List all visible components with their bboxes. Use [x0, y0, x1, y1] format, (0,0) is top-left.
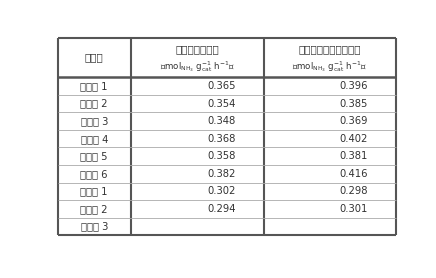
- Text: （mol$_{\mathregular{NH_3}}$ g$_{\mathregular{cat}}^{\mathregular{-1}}$ h$^{\math: （mol$_{\mathregular{NH_3}}$ g$_{\mathreg…: [160, 59, 235, 74]
- Text: 0.358: 0.358: [207, 151, 235, 161]
- Text: 0.382: 0.382: [207, 169, 235, 179]
- Text: （mol$_{\mathregular{NH_3}}$ g$_{\mathregular{cat}}^{\mathregular{-1}}$ h$^{\math: （mol$_{\mathregular{NH_3}}$ g$_{\mathreg…: [293, 59, 367, 74]
- Text: 0.385: 0.385: [339, 99, 368, 109]
- Text: 0.396: 0.396: [339, 81, 368, 91]
- Text: 0.402: 0.402: [339, 134, 368, 144]
- Text: 实施例 3: 实施例 3: [81, 116, 108, 126]
- Text: 0.348: 0.348: [207, 116, 235, 126]
- Text: 实施例 2: 实施例 2: [81, 99, 108, 109]
- Text: 0.381: 0.381: [339, 151, 368, 161]
- Text: 实施例 5: 实施例 5: [81, 151, 108, 161]
- Text: 对比例 1: 对比例 1: [81, 186, 108, 196]
- Text: 对比例 2: 对比例 2: [81, 204, 108, 214]
- Text: 0.301: 0.301: [339, 204, 368, 214]
- Text: 氨合成反应速率: 氨合成反应速率: [175, 44, 219, 54]
- Text: 催化剂: 催化剂: [85, 53, 104, 63]
- Text: 0.368: 0.368: [207, 134, 235, 144]
- Text: 0.302: 0.302: [207, 186, 235, 196]
- Text: 0.294: 0.294: [207, 204, 235, 214]
- Text: 0.298: 0.298: [339, 186, 368, 196]
- Text: 0.365: 0.365: [207, 81, 235, 91]
- Text: 实施例 1: 实施例 1: [81, 81, 108, 91]
- Text: 0.354: 0.354: [207, 99, 235, 109]
- Text: 实施例 4: 实施例 4: [81, 134, 108, 144]
- Text: 0.369: 0.369: [339, 116, 368, 126]
- Text: 实施例 6: 实施例 6: [81, 169, 108, 179]
- Text: 耐热后氨合成反应速率: 耐热后氨合成反应速率: [299, 44, 361, 54]
- Text: 0.416: 0.416: [339, 169, 368, 179]
- Text: 对比例 3: 对比例 3: [81, 222, 108, 232]
